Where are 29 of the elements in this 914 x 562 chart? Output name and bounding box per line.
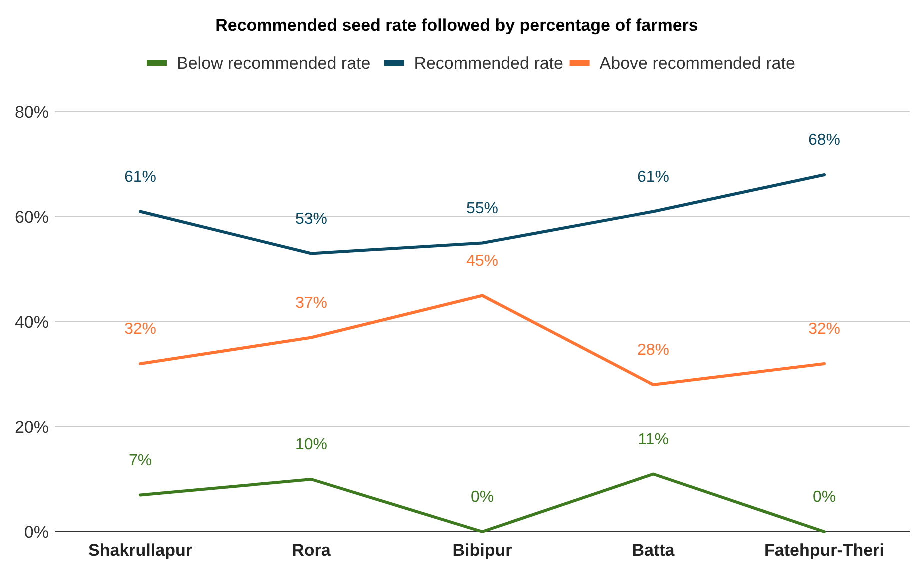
- data-label: 37%: [295, 294, 328, 312]
- x-tick-label: Bibipur: [452, 541, 513, 560]
- data-label: 68%: [808, 132, 841, 149]
- data-label: 7%: [128, 452, 152, 470]
- data-label: 0%: [470, 489, 494, 506]
- data-label: 61%: [637, 168, 670, 186]
- x-tick-label: Rora: [292, 541, 332, 560]
- data-label: 32%: [808, 321, 841, 338]
- y-tick-label: 20%: [14, 418, 49, 437]
- legend-label: Recommended rate: [414, 54, 564, 73]
- y-tick-label: 0%: [24, 523, 49, 542]
- data-label: 28%: [637, 342, 670, 359]
- x-tick-label: Batta: [632, 541, 676, 560]
- data-label: 61%: [124, 168, 157, 186]
- data-label: 45%: [466, 252, 499, 270]
- data-label: 10%: [295, 436, 328, 454]
- y-tick-label: 40%: [14, 313, 49, 332]
- y-tick-label: 80%: [14, 103, 49, 122]
- x-tick-label: Fatehpur-Theri: [764, 541, 884, 560]
- chart-title: Recommended seed rate followed by percentage of farmers: [216, 16, 698, 35]
- data-label: 53%: [295, 210, 328, 228]
- data-label: 32%: [124, 321, 157, 338]
- y-tick-label: 60%: [14, 208, 49, 227]
- data-label: 0%: [812, 489, 836, 506]
- legend-label: Above recommended rate: [600, 54, 796, 73]
- data-label: 55%: [466, 200, 499, 218]
- data-label: 11%: [638, 431, 669, 448]
- legend-label: Below recommended rate: [177, 54, 371, 73]
- x-tick-label: Shakrullapur: [88, 541, 193, 560]
